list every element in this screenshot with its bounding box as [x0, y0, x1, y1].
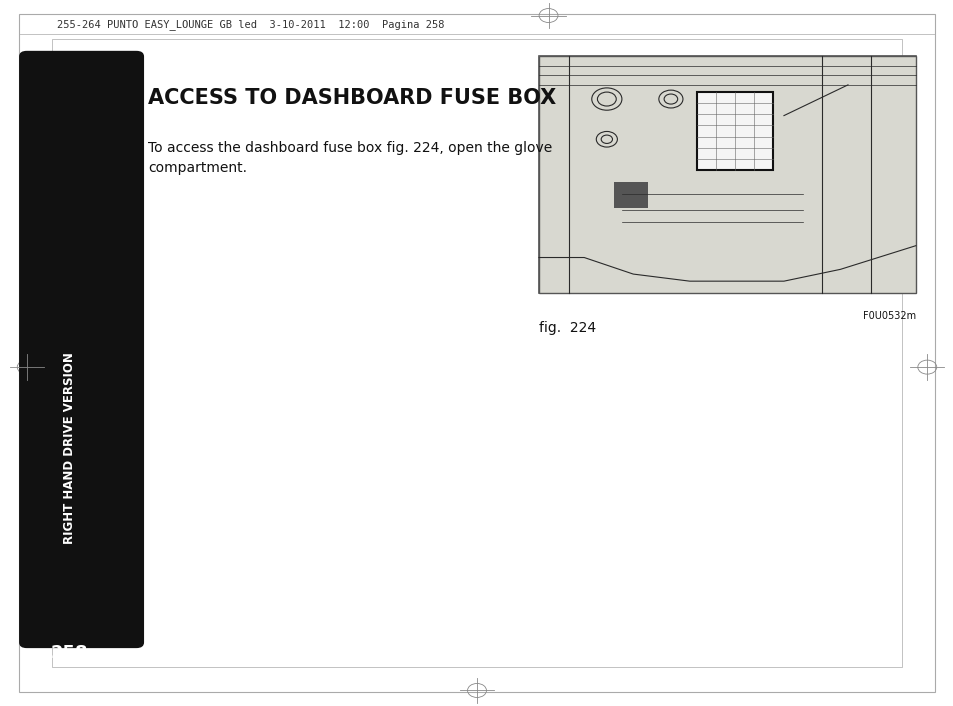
- Text: To access the dashboard fuse box fig. 224, open the glove
compartment.: To access the dashboard fuse box fig. 22…: [148, 141, 552, 174]
- Text: fig.  224: fig. 224: [538, 321, 596, 335]
- Text: 258: 258: [51, 644, 89, 662]
- Text: ACCESS TO DASHBOARD FUSE BOX: ACCESS TO DASHBOARD FUSE BOX: [148, 88, 556, 108]
- Text: F0U0532m: F0U0532m: [862, 311, 915, 321]
- FancyBboxPatch shape: [614, 182, 648, 208]
- FancyBboxPatch shape: [538, 56, 915, 293]
- Text: RIGHT HAND DRIVE VERSION: RIGHT HAND DRIVE VERSION: [63, 352, 76, 544]
- FancyBboxPatch shape: [19, 51, 144, 648]
- FancyBboxPatch shape: [697, 92, 772, 170]
- Text: 255-264 PUNTO EASY_LOUNGE GB led  3-10-2011  12:00  Pagina 258: 255-264 PUNTO EASY_LOUNGE GB led 3-10-20…: [57, 19, 444, 30]
- FancyBboxPatch shape: [538, 56, 915, 293]
